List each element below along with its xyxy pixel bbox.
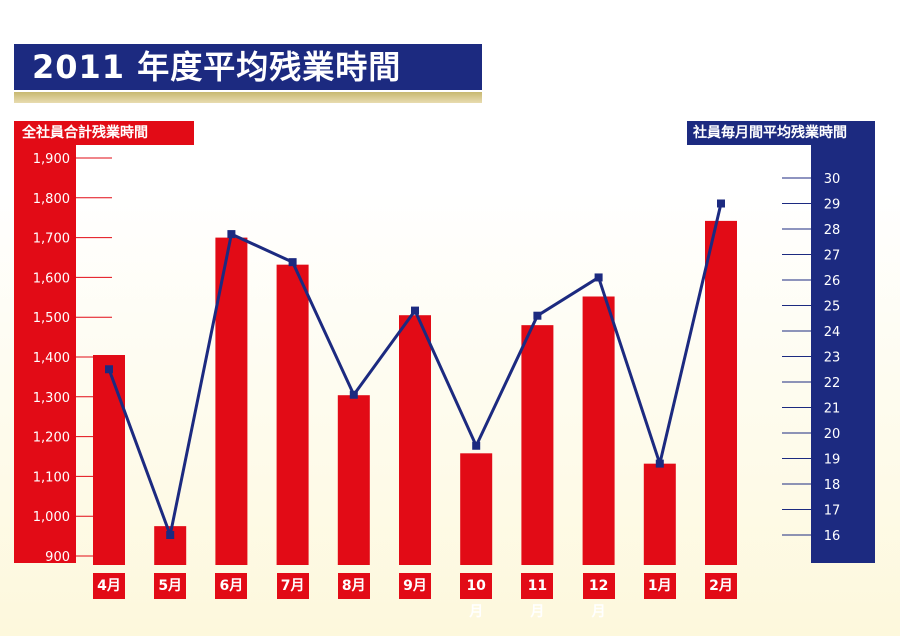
x-tick-label: 5月 [154, 573, 187, 599]
title-underline [14, 92, 482, 103]
right-tick-label: 30 [824, 172, 841, 187]
chart-title: 2011 年度平均残業時間 [32, 48, 402, 86]
left-tick-label: 1,100 [33, 470, 70, 485]
x-tick-label: 1月 [643, 573, 676, 599]
right-tick-label: 24 [824, 325, 841, 340]
line-point [594, 273, 603, 282]
bar [93, 355, 125, 565]
bar [521, 325, 554, 565]
bar [582, 296, 615, 565]
line-point [166, 531, 175, 539]
x-tick-label: 12月 [582, 573, 615, 620]
title-banner [14, 44, 482, 90]
right-tick-label: 22 [824, 376, 841, 391]
right-tick-label: 23 [824, 351, 841, 366]
right-tick-label: 21 [824, 402, 841, 417]
bar [643, 463, 676, 565]
left-tick-label: 1,200 [33, 431, 70, 446]
right-tick-label: 29 [824, 198, 841, 213]
bar [705, 220, 737, 565]
x-tick-label: 10月 [460, 573, 493, 620]
line-point [472, 441, 481, 450]
x-tick-label: 8月 [337, 573, 370, 599]
x-tick-label: 7月 [276, 573, 309, 599]
left-tick-label: 1,800 [33, 192, 70, 207]
left-tick-label: 1,600 [33, 271, 70, 286]
right-tick-label: 19 [824, 453, 841, 468]
bar [276, 264, 309, 565]
right-axis-title: 社員毎月間平均残業時間 [687, 121, 875, 145]
line-point [288, 258, 297, 267]
line-point [655, 459, 664, 468]
line-point [349, 390, 358, 399]
bar [337, 395, 370, 565]
right-tick-label: 16 [824, 529, 841, 544]
right-axis-band [811, 145, 875, 563]
left-axis-band [14, 145, 76, 563]
line-point [227, 230, 236, 239]
bar [399, 315, 431, 565]
line-point [411, 306, 419, 315]
line-point [717, 199, 725, 208]
x-tick-label: 2月 [705, 573, 737, 599]
left-tick-label: 1,300 [33, 391, 70, 406]
right-tick-label: 18 [824, 478, 841, 493]
x-tick-label: 11月 [521, 573, 554, 620]
right-tick-label: 20 [824, 427, 841, 442]
left-tick-label: 1,000 [33, 510, 70, 525]
x-tick-label: 4月 [93, 573, 125, 599]
left-tick-label: 1,400 [33, 351, 70, 366]
right-tick-label: 17 [824, 504, 841, 519]
bar [460, 453, 493, 565]
right-tick-label: 26 [824, 274, 841, 289]
left-tick-label: 900 [45, 550, 70, 565]
left-tick-label: 1,700 [33, 232, 70, 247]
line-point [105, 365, 113, 374]
line-point [533, 311, 542, 320]
right-tick-label: 27 [824, 249, 841, 264]
left-tick-label: 1,900 [33, 152, 70, 167]
right-tick-label: 28 [824, 223, 841, 238]
x-tick-label: 9月 [399, 573, 431, 599]
x-tick-label: 6月 [215, 573, 248, 599]
left-tick-label: 1,500 [33, 311, 70, 326]
left-axis-title: 全社員合計残業時間 [14, 121, 194, 145]
right-tick-label: 25 [824, 300, 841, 315]
